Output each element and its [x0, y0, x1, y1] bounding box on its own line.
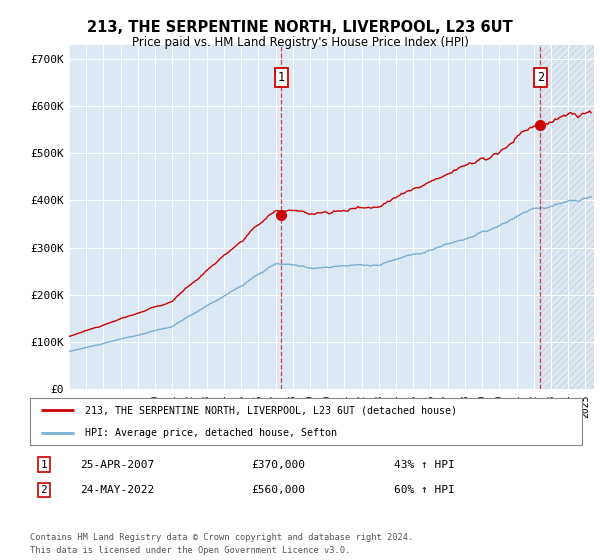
Text: HPI: Average price, detached house, Sefton: HPI: Average price, detached house, Seft… — [85, 428, 337, 438]
Text: £560,000: £560,000 — [251, 485, 305, 495]
Text: 1: 1 — [278, 71, 284, 84]
Text: 1: 1 — [40, 460, 47, 470]
Text: 2: 2 — [40, 485, 47, 495]
Text: 25-APR-2007: 25-APR-2007 — [80, 460, 154, 470]
Text: 43% ↑ HPI: 43% ↑ HPI — [394, 460, 455, 470]
Text: 213, THE SERPENTINE NORTH, LIVERPOOL, L23 6UT (detached house): 213, THE SERPENTINE NORTH, LIVERPOOL, L2… — [85, 405, 457, 416]
Text: 24-MAY-2022: 24-MAY-2022 — [80, 485, 154, 495]
Text: Price paid vs. HM Land Registry's House Price Index (HPI): Price paid vs. HM Land Registry's House … — [131, 36, 469, 49]
Text: £370,000: £370,000 — [251, 460, 305, 470]
Text: 2: 2 — [537, 71, 544, 84]
Text: 60% ↑ HPI: 60% ↑ HPI — [394, 485, 455, 495]
Text: Contains HM Land Registry data © Crown copyright and database right 2024.: Contains HM Land Registry data © Crown c… — [30, 533, 413, 542]
Text: 213, THE SERPENTINE NORTH, LIVERPOOL, L23 6UT: 213, THE SERPENTINE NORTH, LIVERPOOL, L2… — [87, 20, 513, 35]
Text: This data is licensed under the Open Government Licence v3.0.: This data is licensed under the Open Gov… — [30, 546, 350, 555]
